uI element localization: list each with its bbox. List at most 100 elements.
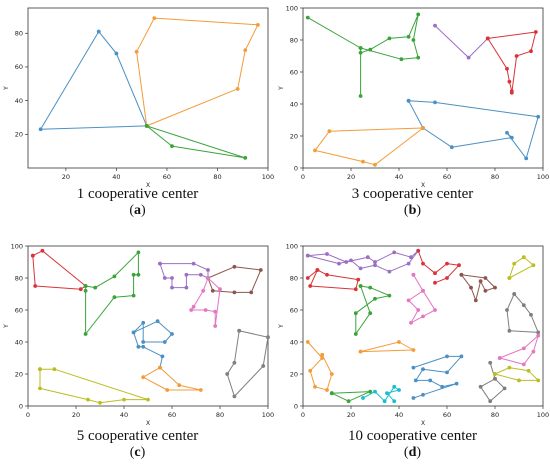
route-point: [428, 378, 433, 383]
route-point: [243, 155, 248, 160]
y-tick-label: 80: [290, 274, 298, 282]
route-point: [356, 277, 361, 282]
route-point: [136, 250, 141, 255]
route-point: [521, 255, 526, 260]
route-point: [325, 252, 329, 256]
route-point: [52, 367, 57, 372]
route-point: [416, 248, 421, 253]
route-line: [142, 367, 202, 391]
route-point: [141, 375, 146, 380]
route-point: [521, 346, 526, 351]
route-point: [454, 381, 459, 386]
route-point: [397, 340, 401, 344]
x-axis-label: X: [421, 420, 425, 426]
route-point: [531, 263, 536, 268]
route-point: [368, 311, 373, 316]
route-point: [411, 365, 416, 370]
route-point: [409, 255, 413, 260]
route-point: [177, 383, 182, 388]
route-point: [382, 399, 387, 404]
route-point: [206, 268, 210, 272]
y-tick-label: 100: [286, 4, 298, 12]
caption-a-letter-text: a: [134, 203, 141, 218]
route-point: [392, 384, 397, 389]
route-point: [358, 94, 363, 98]
plot-frame: [27, 7, 269, 169]
route-line: [314, 127, 424, 166]
route-point: [406, 261, 411, 266]
route-point: [459, 272, 464, 277]
route-line: [494, 367, 539, 381]
route-point: [421, 261, 425, 266]
route-point: [191, 261, 196, 266]
route-point: [466, 55, 471, 60]
route-point: [232, 360, 237, 365]
x-tick-label: 0: [301, 411, 305, 419]
route-point: [526, 368, 531, 373]
y-tick-label: 60: [15, 306, 23, 314]
x-tick-label: 80: [491, 411, 499, 419]
route-point: [507, 328, 512, 333]
route-point: [507, 79, 512, 84]
route-point: [373, 162, 377, 167]
route-point: [83, 284, 88, 288]
y-tick-label: 0: [294, 402, 298, 410]
y-tick-label: 20: [15, 131, 23, 139]
route-point: [406, 298, 411, 303]
route-point: [162, 276, 167, 280]
route-point: [521, 362, 526, 367]
x-tick-label: 20: [62, 173, 70, 181]
y-tick-label: 80: [15, 30, 23, 38]
route-point: [416, 55, 421, 60]
route-point: [38, 127, 43, 132]
route-point: [134, 49, 139, 54]
y-tick-label: 40: [290, 100, 298, 108]
route-point: [373, 263, 377, 268]
route-point: [457, 263, 461, 268]
x-tick-label: 40: [395, 411, 403, 419]
caption-a-title: 1 cooperative center: [76, 186, 199, 202]
route-point: [478, 279, 483, 284]
route-line: [499, 335, 539, 365]
route-point: [210, 288, 215, 293]
route-point: [524, 156, 529, 161]
route-point: [232, 394, 237, 399]
route-point: [509, 135, 514, 140]
route-line: [146, 125, 246, 159]
route-point: [445, 276, 449, 280]
route-point: [255, 22, 260, 27]
route-point: [237, 328, 242, 333]
route-point: [373, 260, 377, 264]
route-point: [266, 335, 270, 340]
x-tick-label: 100: [262, 411, 274, 419]
route-point: [160, 354, 165, 359]
y-tick-label: 80: [15, 274, 23, 282]
route-point: [505, 130, 509, 135]
route-line: [307, 13, 419, 97]
plot-frame: [302, 7, 544, 169]
route-point: [329, 391, 334, 396]
route-point: [368, 47, 373, 52]
route-point: [114, 51, 119, 56]
caption-d-title: 10 cooperative center: [347, 428, 478, 444]
caption-b: 3 cooperative center (b): [275, 186, 550, 219]
route-point: [361, 159, 365, 164]
route-point: [416, 12, 421, 17]
route-point: [131, 272, 136, 277]
x-axis-label: X: [146, 182, 150, 188]
caption-d: 10 cooperative center (d): [275, 428, 550, 461]
route-point: [112, 274, 117, 279]
y-axis-label: Y: [3, 86, 10, 91]
route-point: [40, 248, 45, 253]
plot-frame: [302, 245, 544, 407]
route-point: [232, 290, 237, 295]
route-point: [136, 272, 141, 277]
route-point: [353, 287, 358, 292]
route-point: [122, 397, 126, 402]
route-point: [213, 309, 218, 314]
route-point: [313, 148, 317, 153]
route-point: [170, 144, 174, 149]
route-point: [213, 324, 218, 328]
route-point: [218, 287, 222, 292]
route-point: [433, 23, 437, 28]
